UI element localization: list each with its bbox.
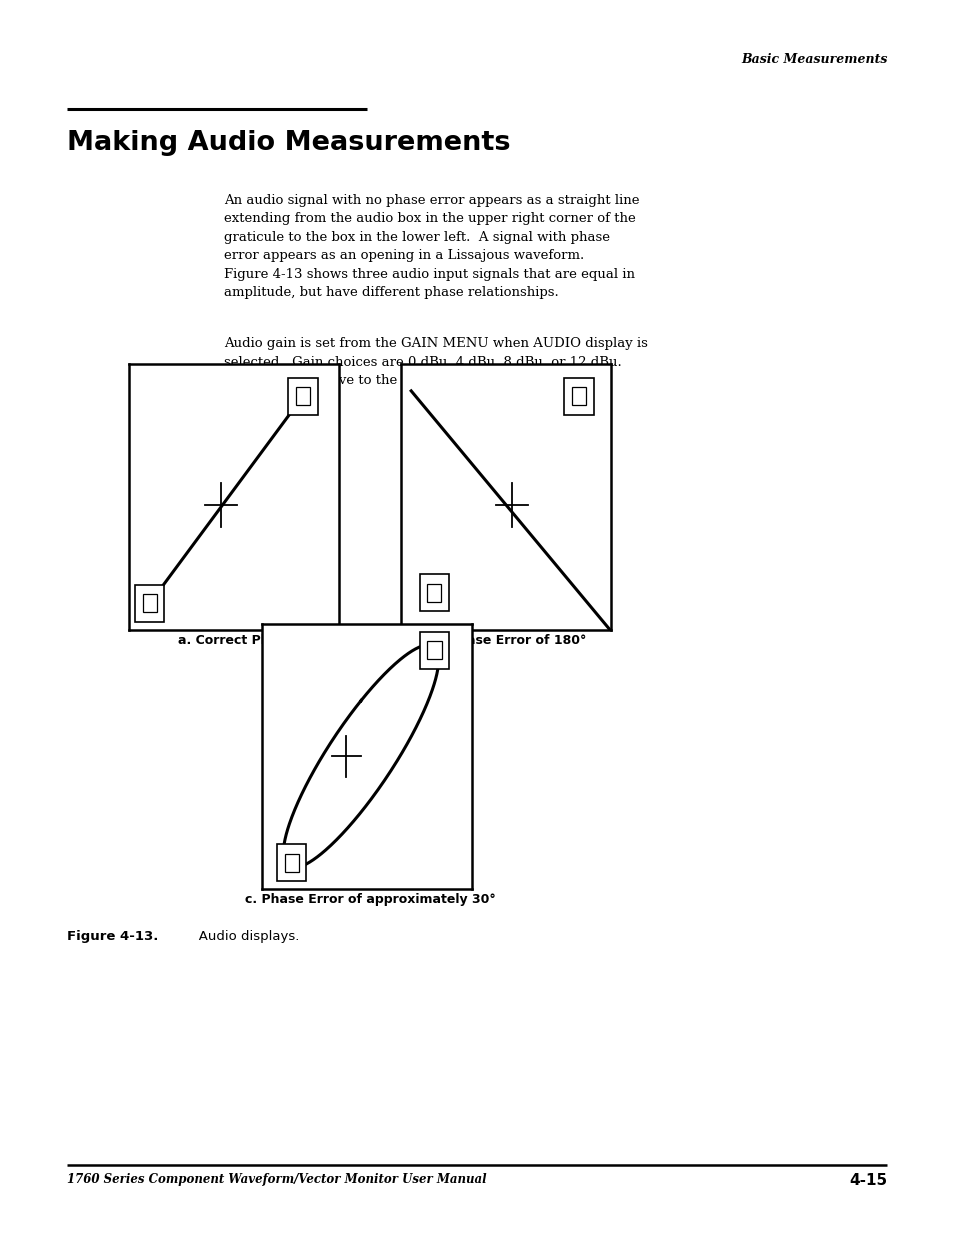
Text: b. Phase Error of 180°: b. Phase Error of 180° xyxy=(431,634,585,647)
Bar xyxy=(295,388,310,405)
Text: An audio signal with no phase error appears as a straight line
extending from th: An audio signal with no phase error appe… xyxy=(224,194,639,299)
Text: c. Phase Error of approximately 30°: c. Phase Error of approximately 30° xyxy=(245,893,495,906)
Bar xyxy=(427,641,441,659)
Text: Audio gain is set from the GAIN MENU when AUDIO display is
selected.  Gain choic: Audio gain is set from the GAIN MENU whe… xyxy=(224,337,647,387)
Bar xyxy=(284,853,298,872)
Bar xyxy=(288,378,317,415)
Bar xyxy=(572,388,585,405)
Text: Making Audio Measurements: Making Audio Measurements xyxy=(67,130,510,156)
Text: Audio displays.: Audio displays. xyxy=(186,930,299,944)
Text: Figure 4-13.: Figure 4-13. xyxy=(67,930,158,944)
Bar xyxy=(564,378,593,415)
Text: 4-15: 4-15 xyxy=(848,1173,886,1188)
Bar xyxy=(427,584,441,601)
Text: Basic Measurements: Basic Measurements xyxy=(740,53,886,67)
Bar xyxy=(135,584,164,622)
Text: a. Correct Phase: a. Correct Phase xyxy=(177,634,294,647)
Text: 1760 Series Component Waveform/Vector Monitor User Manual: 1760 Series Component Waveform/Vector Mo… xyxy=(67,1173,486,1187)
Bar xyxy=(143,594,156,613)
Bar xyxy=(419,631,449,669)
Bar xyxy=(419,574,449,611)
Bar xyxy=(276,844,306,882)
